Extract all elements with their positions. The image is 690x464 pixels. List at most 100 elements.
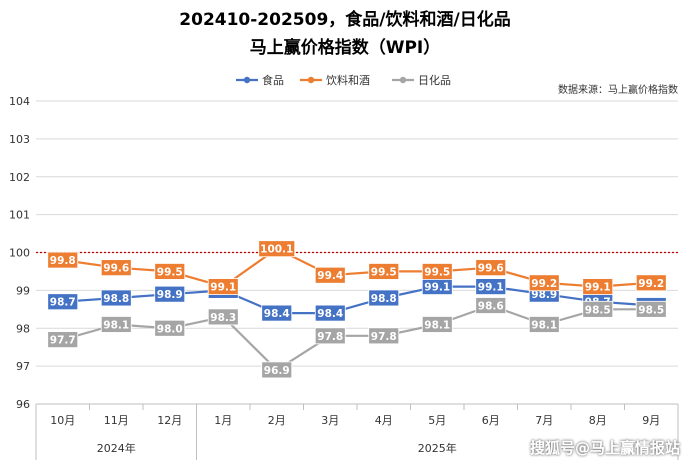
data-label-box: [635, 300, 667, 318]
data-label: 99.4: [317, 270, 343, 282]
data-label-box: [261, 304, 293, 322]
axes: 96 97 98 99 100 101 102 103 104 10月 11月 12月 1月 2月 3月 4月…: [9, 95, 679, 460]
x-tick-label: 11月: [104, 414, 129, 427]
y-tick-label: 96: [16, 398, 30, 411]
data-label: 98.1: [424, 319, 450, 331]
data-label: 99.5: [371, 266, 397, 278]
data-label-box: [582, 300, 614, 318]
data-label: 98.0: [157, 323, 183, 335]
data-label-box: [47, 331, 79, 349]
data-label: 97.8: [371, 331, 397, 343]
data-label: 99.2: [638, 278, 664, 290]
data-label-box: [314, 266, 346, 284]
data-label: 99.1: [585, 282, 611, 294]
x-tick-label: 10月: [50, 414, 75, 427]
data-label-box: [47, 293, 79, 311]
data-label-box: [207, 278, 239, 295]
data-label: 96.9: [264, 365, 290, 377]
data-label: 99.6: [103, 263, 129, 275]
data-label-box: [368, 289, 400, 307]
data-source-note: 数据来源：马上赢价格指数: [558, 83, 678, 96]
chart-title: 202410-202509，食品/饮料和酒/日化品: [179, 9, 510, 30]
data-label-box: [635, 274, 667, 292]
data-label: 98.4: [264, 308, 290, 320]
data-label: 99.5: [157, 266, 183, 278]
data-label: 98.5: [638, 304, 664, 316]
x-tick-label: 3月: [321, 414, 339, 427]
y-tick-label: 98: [16, 322, 30, 335]
x-tick-label: 6月: [482, 414, 500, 427]
legend: 食品 饮料和酒 日化品: [236, 73, 451, 87]
y-tick-label: 99: [16, 284, 30, 297]
data-label-box: [421, 316, 453, 333]
y-tick-label: 97: [16, 360, 30, 373]
legend-entry: 食品: [262, 73, 284, 87]
data-label-box: [582, 278, 614, 295]
x-tick-label: 2月: [268, 414, 286, 427]
year-group-label: 2025年: [418, 441, 457, 455]
data-label: 99.5: [424, 266, 450, 278]
data-label-box: [154, 285, 186, 303]
legend-entry: 日化品: [418, 73, 451, 87]
y-tick-label: 101: [9, 209, 30, 222]
y-tick-label: 100: [9, 247, 30, 260]
series-line: [62, 304, 652, 371]
chart-subtitle: 马上赢价格指数（WPI）: [250, 37, 441, 58]
year-group-label: 2024年: [97, 441, 136, 455]
data-label-box: [258, 240, 296, 258]
data-label: 99.1: [478, 282, 504, 294]
data-label-box: [528, 316, 560, 333]
x-tick-label: 4月: [375, 414, 393, 427]
x-tick-label: 12月: [157, 414, 182, 427]
x-tick-label: 5月: [428, 414, 446, 427]
watermark: 搜狐号@马上赢情报站: [529, 439, 680, 457]
series-layer: [59, 245, 655, 373]
data-label-box: [154, 263, 186, 280]
x-tick-label: 9月: [642, 414, 660, 427]
legend-swatch-marker: [307, 76, 315, 84]
data-label-box: [100, 259, 132, 277]
x-tick-label: 7月: [535, 414, 553, 427]
data-label: 100.1: [260, 244, 293, 256]
data-label-box: [261, 361, 293, 379]
grid: [36, 100, 678, 367]
data-label: 98.9: [157, 289, 183, 301]
x-tick-label: 1月: [214, 414, 232, 427]
data-label-box: [368, 263, 400, 280]
data-label: 98.7: [50, 297, 76, 309]
data-label: 99.8: [50, 255, 76, 267]
data-label-layer: 98.798.898.999.098.498.498.899.199.198.9…: [47, 240, 667, 379]
y-tick-label: 103: [9, 133, 30, 146]
data-label-box: [100, 289, 132, 307]
data-label: 98.1: [531, 319, 557, 331]
data-label: 98.4: [317, 308, 343, 320]
y-tick-label: 102: [9, 171, 30, 184]
data-label: 98.8: [371, 293, 397, 305]
data-label: 98.3: [210, 312, 236, 324]
data-label-box: [314, 327, 346, 345]
data-label: 98.5: [585, 304, 611, 316]
data-label-box: [368, 327, 400, 345]
y-tick-label: 104: [9, 95, 30, 108]
data-label-box: [100, 316, 132, 333]
data-label-box: [421, 263, 453, 280]
data-label: 97.8: [317, 331, 343, 343]
series-line: [62, 247, 652, 288]
data-label-box: [475, 259, 507, 277]
x-tick-label: 8月: [589, 414, 607, 427]
legend-swatch-marker: [243, 76, 251, 84]
legend-entry: 饮料和酒: [326, 73, 370, 87]
data-label: 98.1: [103, 319, 129, 331]
data-label-box: [314, 304, 346, 322]
data-label-box: [475, 297, 507, 314]
data-label-box: [528, 274, 560, 292]
data-label: 98.9: [531, 289, 557, 301]
data-label: 99.1: [424, 282, 450, 294]
data-label: 99.2: [531, 278, 557, 290]
data-label-box: [207, 308, 239, 326]
data-label: 97.7: [50, 335, 76, 347]
data-label: 98.6: [478, 301, 504, 313]
data-label-box: [154, 319, 186, 337]
data-label-box: [475, 278, 507, 295]
